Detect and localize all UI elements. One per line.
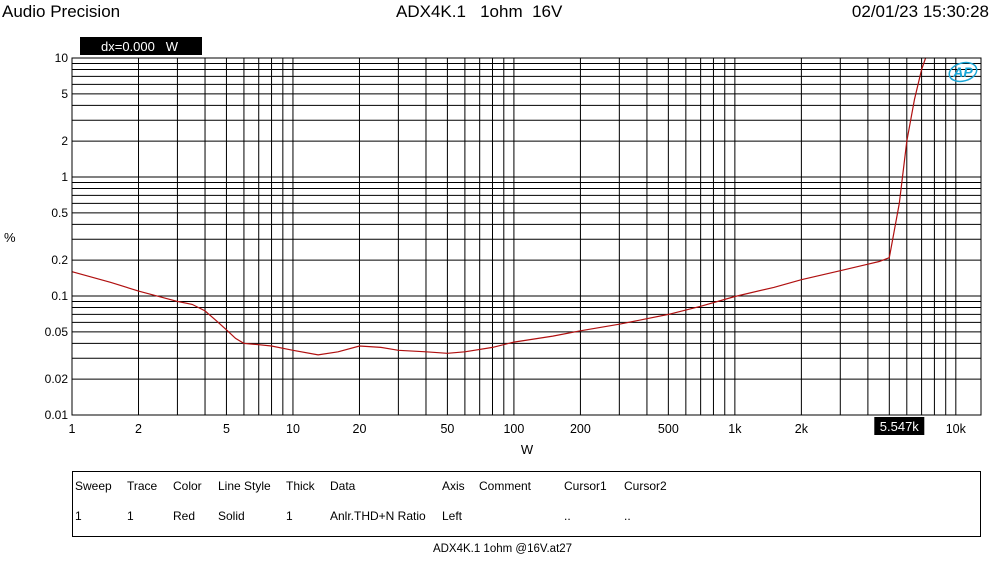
legend-row-cell: .. bbox=[624, 509, 631, 523]
legend-header-cell: Sweep bbox=[75, 479, 112, 493]
x-tick-label: 1k bbox=[728, 422, 742, 436]
x-tick-label: 1 bbox=[69, 422, 76, 436]
cursor-marker[interactable]: 5.547k bbox=[874, 417, 925, 435]
y-tick-label: 0.05 bbox=[45, 325, 69, 339]
legend-header-cell: Data bbox=[330, 479, 356, 493]
x-tick-labels: 1 2 5 10 20 50 100 200 500 1k 2k 10k bbox=[69, 422, 967, 436]
x-tick-label: 5 bbox=[223, 422, 230, 436]
legend-header-cell: Line Style bbox=[218, 479, 271, 493]
legend-header-cell: Cursor1 bbox=[564, 479, 607, 493]
thd-n-chart[interactable]: 0.01 0.02 0.05 0.1 0.2 0.5 1 2 5 10 1 2 5 10 20 50 100 2… bbox=[0, 0, 1005, 470]
series-line bbox=[71, 57, 927, 356]
x-tick-label: 200 bbox=[570, 422, 591, 436]
legend-row-cell: 1 bbox=[286, 509, 293, 523]
legend-header-cell: Color bbox=[173, 479, 202, 493]
x-tick-label: 10 bbox=[286, 422, 300, 436]
test-title: ADX4K.1 1ohm 16V bbox=[396, 2, 563, 21]
legend-row-cell: 1 bbox=[127, 509, 134, 523]
y-tick-label: 0.02 bbox=[45, 372, 69, 386]
cursor-marker-label: 5.547k bbox=[880, 419, 920, 434]
series-layer bbox=[71, 57, 927, 356]
y-tick-label: 0.5 bbox=[51, 206, 68, 220]
legend-header-cell: Axis bbox=[442, 479, 465, 493]
legend-row-cell: .. bbox=[564, 509, 571, 523]
x-tick-label: 500 bbox=[658, 422, 679, 436]
y-tick-label: 0.01 bbox=[45, 408, 69, 422]
y-tick-labels: 0.01 0.02 0.05 0.1 0.2 0.5 1 2 5 10 bbox=[45, 51, 69, 422]
x-tick-label: 10k bbox=[946, 422, 967, 436]
legend-header-cell: Thick bbox=[286, 479, 315, 493]
plot-frame bbox=[71, 57, 982, 416]
y-tick-label: 0.2 bbox=[51, 253, 68, 267]
x-tick-label: 100 bbox=[503, 422, 524, 436]
svg-text:AP: AP bbox=[952, 64, 973, 80]
x-tick-label: 20 bbox=[353, 422, 367, 436]
legend-header-cell: Comment bbox=[479, 479, 532, 493]
legend-row-cell: Anlr.THD+N Ratio bbox=[330, 509, 426, 523]
timestamp: 02/01/23 15:30:28 bbox=[851, 2, 989, 21]
legend-row-cell: Left bbox=[442, 509, 463, 523]
x-tick-label: 50 bbox=[440, 422, 454, 436]
y-tick-label: 1 bbox=[61, 170, 68, 184]
grid bbox=[71, 58, 981, 415]
x-axis-label: W bbox=[521, 442, 534, 457]
y-tick-label: 5 bbox=[61, 87, 68, 101]
cursor-readout: dx=0.000 W bbox=[80, 37, 202, 55]
x-tick-label: 2k bbox=[795, 422, 809, 436]
y-tick-label: 0.1 bbox=[51, 289, 68, 303]
legend-header-cell: Cursor2 bbox=[624, 479, 667, 493]
legend-row-cell: Red bbox=[173, 509, 196, 523]
y-tick-label: 2 bbox=[61, 134, 68, 148]
cursor-readout-text: dx=0.000 W bbox=[101, 39, 179, 54]
y-tick-label: 10 bbox=[55, 51, 69, 65]
trace-legend-table: Sweep Trace Color Line Style Thick Data Axis Co… bbox=[72, 471, 981, 537]
x-tick-label: 2 bbox=[135, 422, 142, 436]
ap-logo-icon: AP bbox=[948, 61, 978, 83]
legend-header-cell: Trace bbox=[127, 479, 158, 493]
y-axis-label: % bbox=[4, 230, 16, 245]
footer-filename: ADX4K.1 1ohm @16V.at27 bbox=[432, 543, 573, 555]
app-title: Audio Precision bbox=[2, 2, 121, 21]
legend-row-cell: Solid bbox=[218, 509, 245, 523]
legend-row-cell: 1 bbox=[75, 509, 82, 523]
